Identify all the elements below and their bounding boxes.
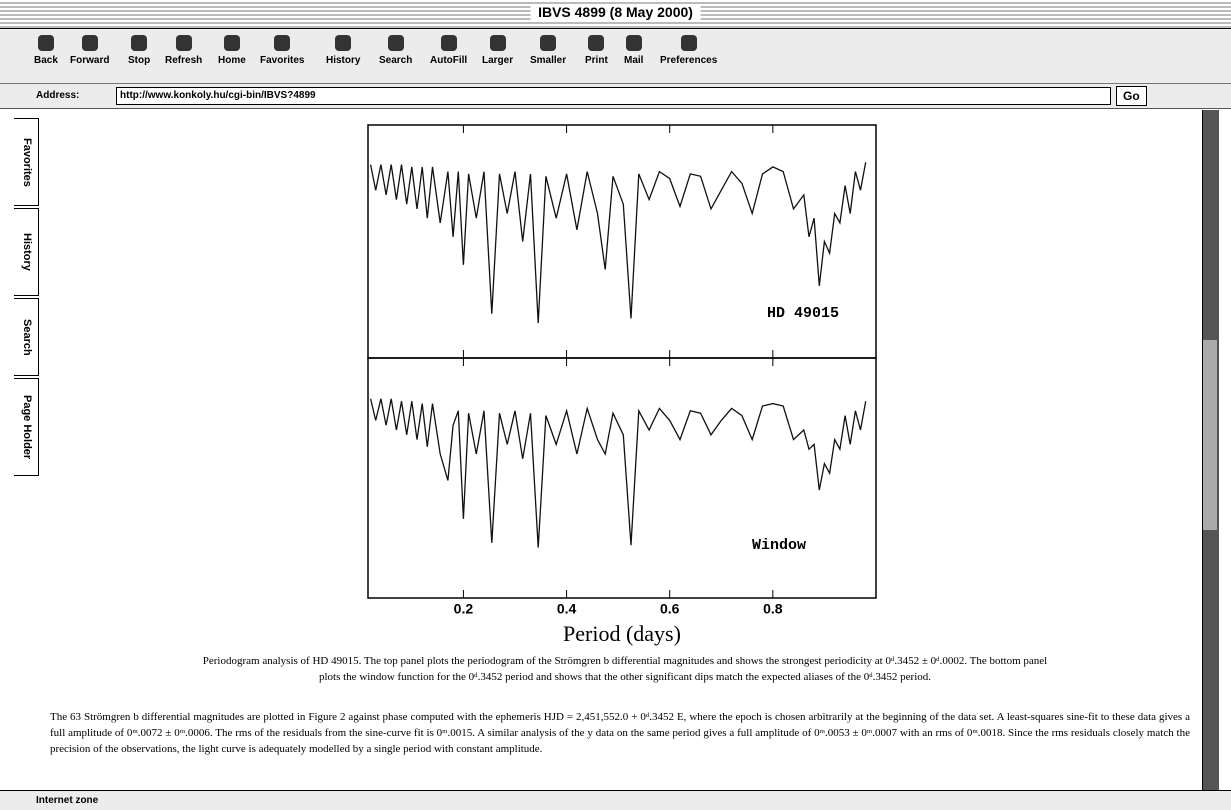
sidebar-tab[interactable]: Page Holder — [14, 378, 39, 476]
scroll-thumb[interactable] — [1203, 340, 1217, 530]
toolbar-button[interactable]: Refresh — [165, 35, 202, 66]
toolbar-button[interactable]: Smaller — [530, 35, 566, 66]
button-label: Refresh — [165, 55, 202, 66]
periodogram-line — [371, 399, 866, 548]
toolbar-button[interactable]: Home — [218, 35, 246, 66]
button-label: Back — [34, 55, 58, 66]
plot-frame — [368, 125, 876, 358]
page: {"window": {"title": "IBVS 4899 (8 May 2… — [0, 0, 1231, 809]
button-label: Preferences — [660, 55, 717, 66]
toolbar-button[interactable]: Forward — [70, 35, 109, 66]
button-label: History — [326, 55, 360, 66]
button-label: Larger — [482, 55, 513, 66]
panel-label: HD 49015 — [767, 305, 839, 322]
title-bar: IBVS 4899 (8 May 2000) — [0, 0, 1231, 29]
address-label: Address: — [36, 90, 79, 101]
toolbar-button[interactable]: Preferences — [660, 35, 717, 66]
toolbar: Back Forward Stop Refresh Home Favorites Histo… — [0, 29, 1231, 84]
toolbar-button[interactable]: Search — [379, 35, 412, 66]
status-bar: Internet zone — [0, 790, 1231, 810]
x-axis-label: Period (days) — [563, 621, 681, 646]
url-field[interactable]: http://www.konkoly.hu/cgi-bin/IBVS?4899 — [116, 87, 1111, 105]
x-tick-label: 0.2 — [454, 601, 474, 617]
button-label: Favorites — [260, 55, 304, 66]
x-tick-label: 0.6 — [660, 601, 680, 617]
caption-line: Periodogram analysis of HD 49015. The to… — [60, 655, 1190, 667]
browser: IBVS 4899 (8 May 2000) Back Forward Stop Re… — [0, 0, 1231, 809]
plot-frame — [368, 358, 876, 598]
panel-label: Window — [752, 537, 806, 554]
sidebar-tab[interactable]: Favorites — [14, 118, 39, 206]
x-tick-label: 0.8 — [763, 601, 783, 617]
toolbar-button[interactable]: Print — [585, 35, 608, 66]
toolbar-button[interactable]: Favorites — [260, 35, 304, 66]
button-label: Smaller — [530, 55, 566, 66]
periodogram-figure: HD 49015 0.2 0.4 0.6 0.8 Window Period (days) — [360, 118, 880, 648]
address-bar: Address: http://www.konkoly.hu/cgi-bin/I… — [0, 84, 1231, 109]
button-label: AutoFill — [430, 55, 467, 66]
button-label: Print — [585, 55, 608, 66]
periodogram-line — [371, 162, 866, 323]
toolbar-button[interactable]: Larger — [482, 35, 513, 66]
toolbar-button[interactable]: Back — [34, 35, 58, 66]
window-title: IBVS 4899 (8 May 2000) — [530, 4, 701, 20]
button-label: Forward — [70, 55, 109, 66]
toolbar-button[interactable]: Mail — [624, 35, 643, 66]
button-label: Mail — [624, 55, 643, 66]
toolbar-button[interactable]: AutoFill — [430, 35, 467, 66]
caption-line: plots the window function for the 0ᵈ.345… — [60, 671, 1190, 683]
body-paragraph: The 63 Strömgren b differential magnitud… — [50, 709, 1190, 757]
status-text: Internet zone — [36, 795, 98, 806]
button-label: Search — [379, 55, 412, 66]
go-button[interactable]: Go — [1116, 86, 1147, 106]
button-label: Stop — [128, 55, 150, 66]
sidebar-tab[interactable]: Search — [14, 298, 39, 376]
toolbar-button[interactable]: History — [326, 35, 360, 66]
button-label: Home — [218, 55, 246, 66]
toolbar-button[interactable]: Stop — [128, 35, 150, 66]
x-tick-label: 0.4 — [557, 601, 577, 617]
sidebar-tab[interactable]: History — [14, 208, 39, 296]
